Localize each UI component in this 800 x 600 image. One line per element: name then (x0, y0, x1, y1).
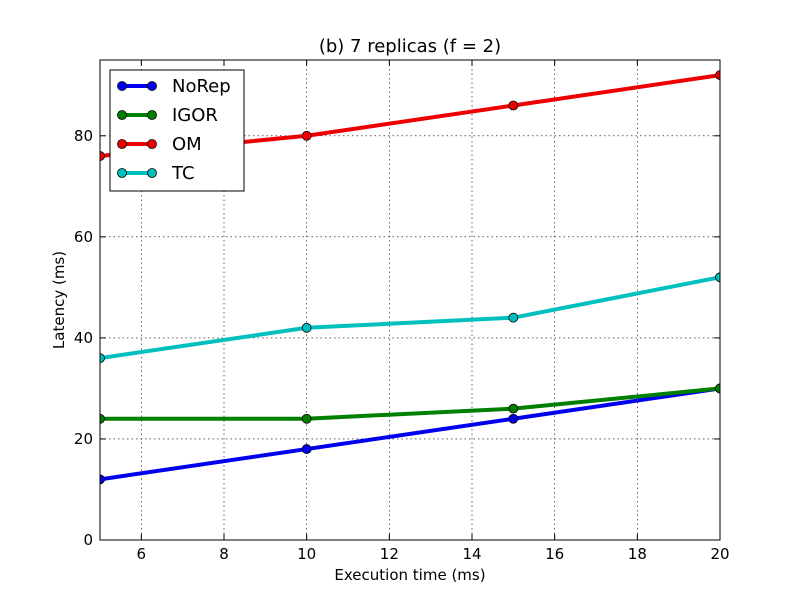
data-point-tc (715, 272, 720, 283)
legend-marker (147, 110, 157, 120)
y-axis-label: Latency (ms) (50, 251, 68, 349)
data-point-igor (715, 383, 720, 394)
data-point-norep (301, 444, 312, 454)
legend-marker (117, 110, 127, 120)
x-tick-label: 14 (462, 545, 481, 563)
data-point-igor (508, 403, 519, 414)
series-line-tc (100, 275, 720, 361)
x-tick-label: 6 (137, 545, 147, 563)
legend-box (109, 69, 245, 192)
x-tick-label: 12 (380, 545, 399, 563)
series-line-igor (100, 386, 720, 421)
y-tick-label: 40 (74, 329, 93, 347)
data-point-om (715, 70, 720, 81)
legend-marker (117, 168, 127, 178)
y-tick-label: 60 (74, 228, 93, 246)
data-point-tc (100, 353, 105, 364)
legend-marker (117, 81, 127, 91)
x-tick-label: 10 (297, 545, 316, 563)
series-line-norep (100, 386, 720, 482)
x-axis-label: Execution time (ms) (334, 566, 485, 584)
data-point-norep (508, 413, 519, 424)
data-point-igor (301, 413, 312, 424)
data-point-tc (508, 312, 519, 323)
plot-frame (99, 59, 721, 541)
legend: NoRep IGOR OM TC (109, 69, 245, 192)
chart-title: (b) 7 replicas (f = 2) (319, 36, 501, 57)
legend-marker (147, 81, 157, 91)
legend-marker (147, 168, 157, 178)
legend-label-norep: NoRep (172, 76, 231, 97)
axis-ticks: 6 8 10 12 14 16 18 20 0 20 40 60 80 (74, 60, 730, 563)
y-tick-label: 80 (74, 127, 93, 145)
data-point-om (508, 100, 519, 111)
legend-marker (117, 139, 127, 149)
y-tick-label: 0 (83, 531, 93, 549)
x-tick-label: 8 (219, 545, 229, 563)
legend-label-igor: IGOR (172, 105, 218, 126)
data-point-norep (100, 474, 105, 485)
y-tick-label: 20 (74, 430, 93, 448)
legend-label-tc: TC (171, 163, 195, 184)
legend-label-om: OM (172, 134, 202, 155)
data-point-tc (301, 322, 312, 333)
data-point-igor (100, 413, 105, 424)
x-tick-label: 18 (628, 545, 647, 563)
data-point-om (301, 130, 312, 141)
x-tick-label: 20 (710, 545, 729, 563)
legend-marker (147, 139, 157, 149)
x-tick-label: 16 (545, 545, 564, 563)
data-point-om (100, 151, 105, 161)
